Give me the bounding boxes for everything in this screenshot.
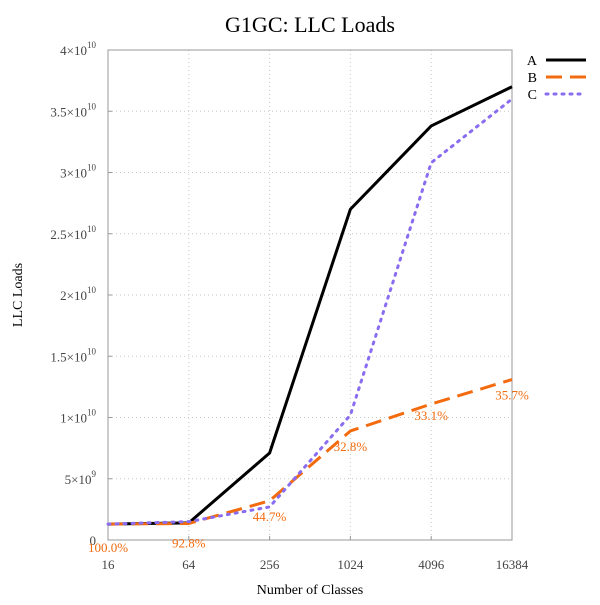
percentage-annotation: 44.7% [253, 509, 287, 524]
chart-title: G1GC: LLC Loads [225, 12, 395, 37]
x-tick-label: 1024 [337, 557, 364, 572]
y-tick-label: 0 [90, 533, 97, 548]
series-line-c [106, 97, 514, 526]
legend-label-b: B [528, 71, 537, 86]
x-axis-ticks: 16 64 256 1024 4096 16384 [102, 536, 529, 572]
percentage-annotation: 35.7% [495, 388, 529, 403]
percentage-annotation: 32.8% [334, 439, 368, 454]
percentage-annotation: 92.8% [172, 535, 206, 550]
y-axis-ticks: 0 5×109 1×1010 1.5×1010 2×1010 2.5×1010 3×1010… [50, 40, 112, 548]
legend-label-a: A [527, 54, 538, 69]
x-axis-label: Number of Classes [257, 583, 364, 598]
x-tick-label: 4096 [418, 557, 445, 572]
y-tick-label: 5×109 [65, 469, 97, 487]
series-lines [106, 85, 514, 526]
legend: ABC [527, 54, 588, 103]
x-tick-label: 64 [182, 557, 196, 572]
x-tick-label: 256 [260, 557, 280, 572]
legend-label-c: C [528, 88, 537, 103]
series-line-b [107, 378, 513, 526]
percentage-annotation: 100.0% [88, 540, 128, 555]
y-tick-label: 3.5×1010 [50, 101, 96, 119]
series-line-a [107, 85, 513, 526]
y-tick-label: 3×1010 [60, 163, 96, 181]
y-tick-label: 4×1010 [60, 40, 96, 58]
x-tick-label: 16 [102, 557, 116, 572]
percentage-annotation: 33.1% [414, 408, 448, 423]
y-axis-label: LLC Loads [11, 263, 26, 327]
y-tick-label: 2×1010 [60, 285, 96, 303]
percentage-annotations: 100.0% 92.8% 44.7% 32.8% 33.1% 35.7% [88, 388, 529, 556]
y-tick-label: 2.5×1010 [50, 224, 96, 242]
y-tick-label: 1×1010 [60, 408, 96, 426]
x-tick-label: 16384 [496, 557, 529, 572]
y-tick-label: 1.5×1010 [50, 346, 96, 364]
